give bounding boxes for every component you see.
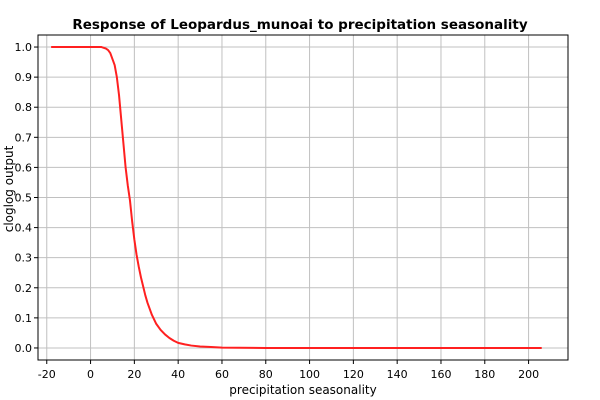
x-tick-label: 20	[127, 368, 141, 381]
y-tick-label: 0.5	[15, 192, 33, 205]
y-tick-label: 0.4	[15, 222, 33, 235]
x-tick-label: 40	[171, 368, 185, 381]
y-axis: 0.0 0.1 0.2 0.3 0.4 0.5 0.6 0.7 0.8 0.9 1.0	[15, 41, 38, 355]
response-curve	[51, 46, 542, 349]
x-tick-label: -20	[38, 368, 56, 381]
y-tick-label: 0.2	[15, 282, 33, 295]
y-tick-label: 0.7	[15, 131, 33, 144]
x-tick-label: 200	[518, 368, 539, 381]
y-axis-label: cloglog output	[2, 145, 16, 232]
x-tick-label: 120	[343, 368, 364, 381]
x-tick-label: 140	[387, 368, 408, 381]
x-tick-label: 60	[215, 368, 229, 381]
chart-title: Response of Leopardus_munoai to precipit…	[72, 17, 527, 33]
x-tick-label: 0	[87, 368, 94, 381]
x-tick-label: 180	[474, 368, 495, 381]
y-tick-label: 1.0	[15, 41, 33, 54]
x-tick-label: 100	[299, 368, 320, 381]
y-tick-label: 0.0	[15, 342, 33, 355]
x-tick-label: 160	[430, 368, 451, 381]
grid	[38, 35, 568, 360]
y-tick-label: 0.1	[15, 312, 33, 325]
y-tick-label: 0.9	[15, 71, 33, 84]
y-tick-label: 0.6	[15, 161, 33, 174]
y-tick-label: 0.3	[15, 252, 33, 265]
y-tick-label: 0.8	[15, 101, 33, 114]
x-axis-label: precipitation seasonality	[229, 383, 376, 397]
x-tick-label: 80	[259, 368, 273, 381]
series-group	[51, 46, 542, 349]
x-axis: -20 0 20 40 60 80 100 120 140 160 180 200	[38, 360, 539, 381]
